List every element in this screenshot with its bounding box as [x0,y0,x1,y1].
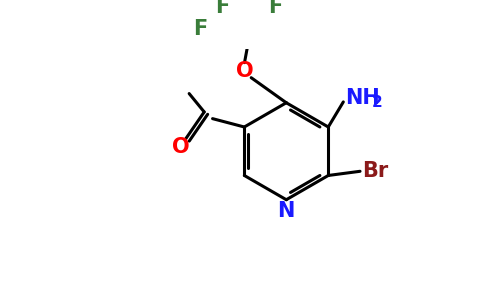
Text: Br: Br [362,161,388,181]
Text: O: O [172,137,190,157]
Text: F: F [215,0,229,16]
Text: F: F [193,19,207,39]
Text: F: F [268,0,283,16]
Text: NH: NH [345,88,380,108]
Text: O: O [236,61,253,81]
Text: N: N [278,201,295,221]
Text: 2: 2 [372,95,382,110]
